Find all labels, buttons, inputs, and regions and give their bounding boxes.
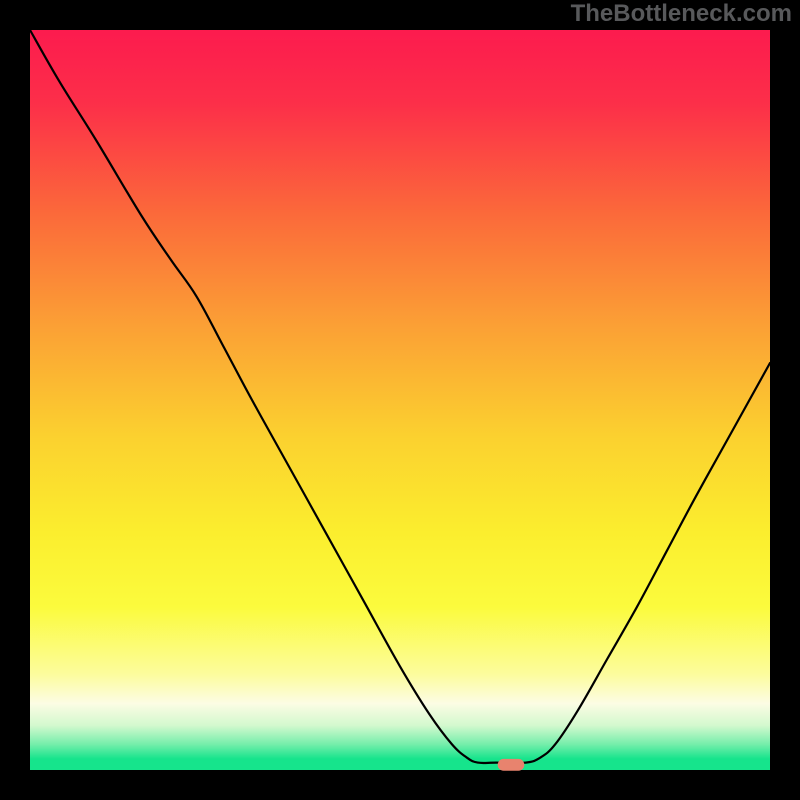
optimal-marker [498,759,525,771]
chart-stage: TheBottleneck.com [0,0,800,800]
plot-background [30,30,770,770]
watermark-text: TheBottleneck.com [571,0,792,28]
bottleneck-chart [0,0,800,800]
